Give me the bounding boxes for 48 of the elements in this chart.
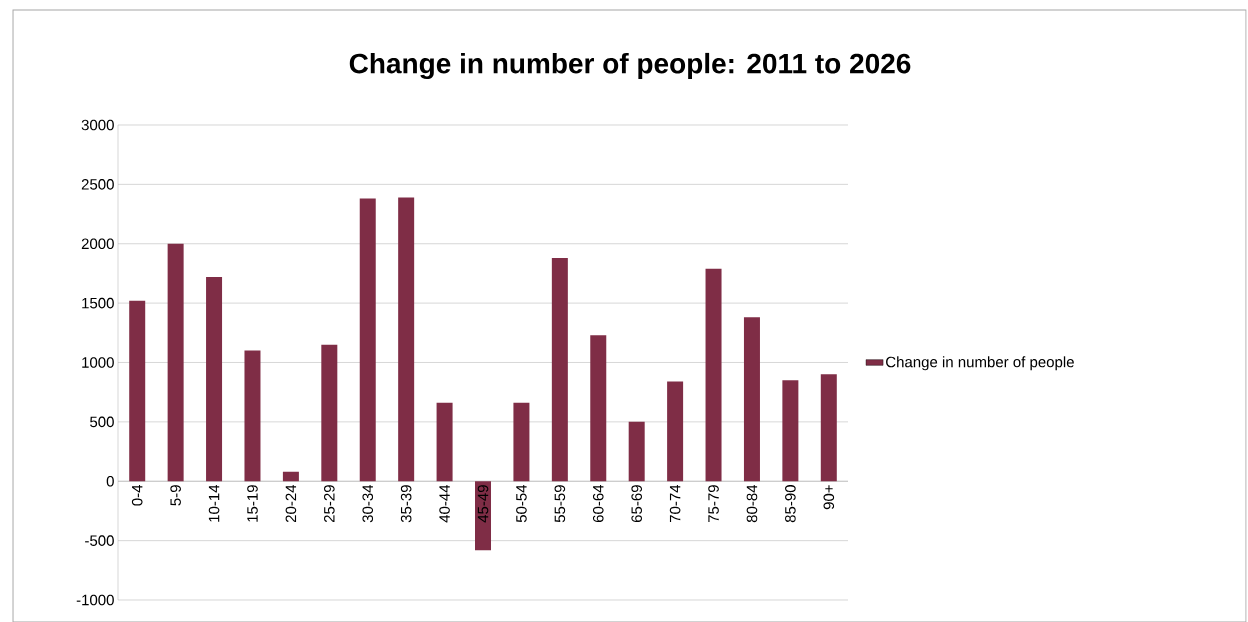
y-tick-label: 2500 <box>81 179 114 190</box>
y-tick-label: 3000 <box>81 119 114 131</box>
bar <box>513 402 530 482</box>
x-tick-label: 90+ <box>823 485 835 510</box>
y-tick-label: 2000 <box>81 238 114 250</box>
bar <box>743 317 760 482</box>
x-tick-label: 65-69 <box>631 485 642 523</box>
y-tick-label: 0 <box>106 475 114 487</box>
x-tick-label: 25-29 <box>324 485 335 523</box>
y-tick-label: 500 <box>90 416 114 428</box>
x-tick-label: 50-54 <box>516 484 527 523</box>
bar <box>321 344 338 482</box>
chart-title: Change in number of people: 2011 to 2026 <box>349 52 911 80</box>
bar <box>244 350 261 482</box>
x-tick-label: 55-59 <box>554 485 566 523</box>
x-tick-label: 75-79 <box>708 485 719 523</box>
y-tick-label: 1000 <box>82 357 114 368</box>
bar <box>206 277 223 482</box>
bar <box>398 197 415 482</box>
bar <box>551 258 568 482</box>
bar <box>590 335 607 482</box>
x-tick-label: 60-64 <box>592 484 604 523</box>
bar <box>282 471 299 482</box>
x-tick-label: 85-90 <box>785 485 796 523</box>
bar <box>436 402 453 482</box>
x-tick-label: 5-9 <box>170 485 181 506</box>
x-tick-label: 70-74 <box>669 484 681 523</box>
x-tick-label: 10-14 <box>208 484 220 522</box>
y-tick-label: -500 <box>85 535 114 546</box>
x-tick-label: 20-24 <box>285 484 297 523</box>
y-tick-label: 1500 <box>82 297 114 309</box>
x-tick-label: 0-4 <box>131 484 143 506</box>
x-tick-label: 15-19 <box>247 485 258 522</box>
y-tick-label: -1000 <box>76 594 114 606</box>
bar <box>820 374 837 482</box>
x-tick-label: 45-49 <box>477 485 489 523</box>
bar <box>705 268 722 482</box>
bar <box>782 380 799 482</box>
x-tick-label: 40-44 <box>439 484 450 523</box>
x-tick-label: 80-84 <box>746 484 758 523</box>
bar <box>628 421 645 482</box>
bar <box>359 198 376 482</box>
x-tick-label: 30-34 <box>362 484 374 523</box>
bar <box>167 243 184 482</box>
x-tick-label: 35-39 <box>400 485 412 523</box>
legend-label: Change in number of people <box>886 356 1074 371</box>
bar <box>129 300 146 482</box>
bar <box>667 381 684 482</box>
